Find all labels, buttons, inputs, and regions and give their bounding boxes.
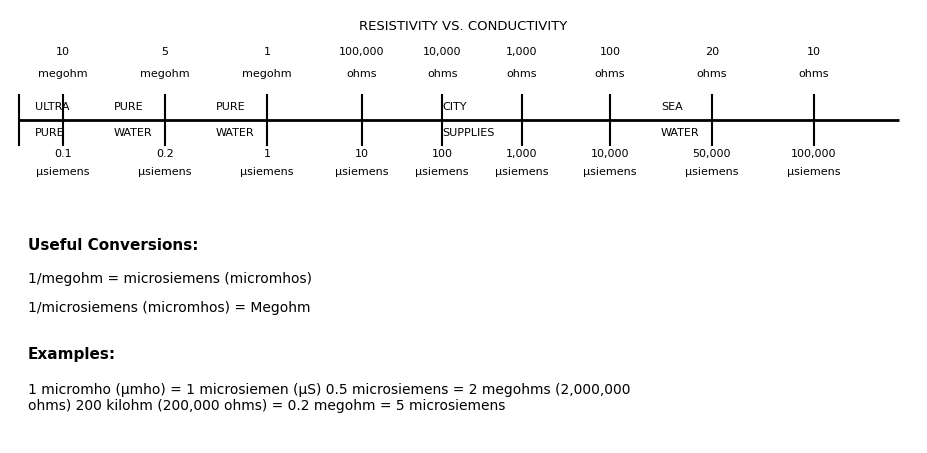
Text: megohm: megohm xyxy=(242,69,292,79)
Text: megohm: megohm xyxy=(38,69,88,79)
Text: μsiemens: μsiemens xyxy=(583,167,637,177)
Text: 100,000: 100,000 xyxy=(338,47,385,57)
Text: 1: 1 xyxy=(263,149,271,159)
Text: Examples:: Examples: xyxy=(28,347,116,361)
Text: 1/megohm = microsiemens (micromhos): 1/megohm = microsiemens (micromhos) xyxy=(28,272,311,286)
Text: 0.1: 0.1 xyxy=(54,149,72,159)
Text: PURE: PURE xyxy=(216,102,246,112)
Text: WATER: WATER xyxy=(661,128,700,138)
Text: 10,000: 10,000 xyxy=(423,47,462,57)
Text: Useful Conversions:: Useful Conversions: xyxy=(28,238,198,253)
Text: ohms: ohms xyxy=(507,69,537,79)
Text: 5: 5 xyxy=(161,47,169,57)
Text: μsiemens: μsiemens xyxy=(335,167,388,177)
Text: μsiemens: μsiemens xyxy=(36,167,90,177)
Text: 20: 20 xyxy=(705,47,719,57)
Text: 50,000: 50,000 xyxy=(692,149,731,159)
Text: μsiemens: μsiemens xyxy=(787,167,841,177)
Text: 1: 1 xyxy=(263,47,271,57)
Text: ohms: ohms xyxy=(595,69,625,79)
Text: 100,000: 100,000 xyxy=(791,149,837,159)
Text: megohm: megohm xyxy=(140,69,190,79)
Text: WATER: WATER xyxy=(216,128,255,138)
Text: μsiemens: μsiemens xyxy=(415,167,469,177)
Text: 10: 10 xyxy=(56,47,70,57)
Text: 1,000: 1,000 xyxy=(506,47,538,57)
Text: ohms: ohms xyxy=(347,69,376,79)
Text: μsiemens: μsiemens xyxy=(138,167,192,177)
Text: SUPPLIES: SUPPLIES xyxy=(442,128,494,138)
Text: ohms: ohms xyxy=(799,69,829,79)
Text: 1 micromho (μmho) = 1 microsiemen (μS) 0.5 microsiemens = 2 megohms (2,000,000
o: 1 micromho (μmho) = 1 microsiemen (μS) 0… xyxy=(28,383,630,413)
Text: CITY: CITY xyxy=(442,102,466,112)
Text: SEA: SEA xyxy=(661,102,682,112)
Text: 1,000: 1,000 xyxy=(506,149,538,159)
Text: ohms: ohms xyxy=(697,69,727,79)
Text: μsiemens: μsiemens xyxy=(495,167,549,177)
Text: 1/microsiemens (micromhos) = Megohm: 1/microsiemens (micromhos) = Megohm xyxy=(28,301,311,315)
Text: ULTRA: ULTRA xyxy=(35,102,70,112)
Text: 10,000: 10,000 xyxy=(590,149,629,159)
Text: PURE: PURE xyxy=(35,128,65,138)
Text: 10: 10 xyxy=(806,47,821,57)
Text: WATER: WATER xyxy=(114,128,153,138)
Text: μsiemens: μsiemens xyxy=(240,167,294,177)
Text: 100: 100 xyxy=(600,47,620,57)
Text: PURE: PURE xyxy=(114,102,144,112)
Text: ohms: ohms xyxy=(427,69,457,79)
Text: 10: 10 xyxy=(354,149,369,159)
Text: 0.2: 0.2 xyxy=(156,149,174,159)
Text: μsiemens: μsiemens xyxy=(685,167,739,177)
Text: 100: 100 xyxy=(432,149,452,159)
Text: RESISTIVITY VS. CONDUCTIVITY: RESISTIVITY VS. CONDUCTIVITY xyxy=(360,20,567,34)
